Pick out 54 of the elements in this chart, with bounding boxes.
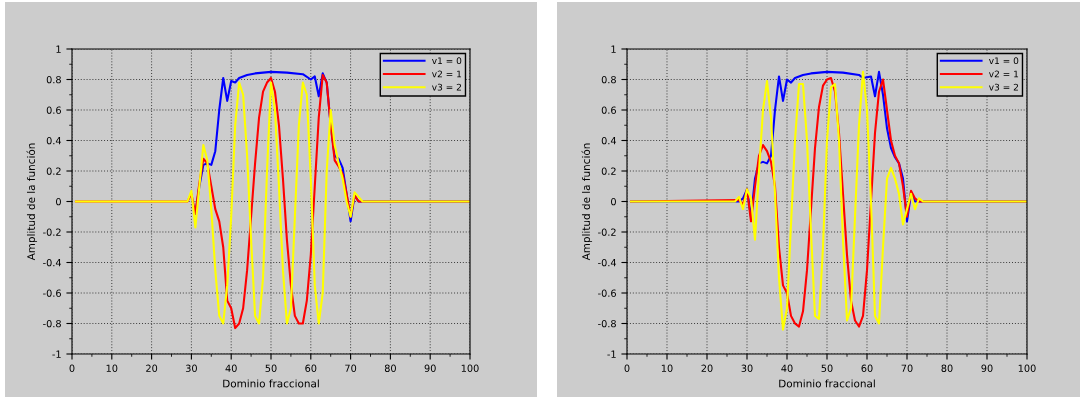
x-tick-label: 10 bbox=[661, 364, 673, 372]
x-tick-label: 0 bbox=[69, 364, 75, 372]
legend-label: v2 = 1 bbox=[432, 70, 462, 78]
x-tick-label: 30 bbox=[741, 364, 753, 372]
x-tick-label: 90 bbox=[424, 364, 436, 372]
x-tick-label: 20 bbox=[146, 364, 158, 372]
x-tick-label: 40 bbox=[781, 364, 793, 372]
y-tick-label: 0.4 bbox=[601, 136, 617, 145]
y-tick-label: -0.6 bbox=[43, 289, 61, 297]
y-tick-label: -0.2 bbox=[598, 228, 616, 236]
x-tick-label: 30 bbox=[185, 364, 197, 372]
y-tick-label: 0.6 bbox=[601, 106, 616, 114]
y-tick-label: 0.2 bbox=[46, 167, 61, 175]
legend-label: v3 = 2 bbox=[432, 83, 461, 91]
x-tick-label: 20 bbox=[701, 364, 713, 372]
y-tick-label: 0.8 bbox=[601, 75, 616, 84]
legend-label: v3 = 2 bbox=[989, 83, 1018, 91]
x-axis-title: Dominio fraccional bbox=[223, 379, 319, 388]
y-tick-label: -1 bbox=[607, 350, 616, 358]
y-tick-label: -0.4 bbox=[598, 258, 617, 267]
y-tick-label: -0.8 bbox=[43, 319, 61, 328]
y-axis-title: Amplitud de la función bbox=[581, 143, 593, 261]
legend-label: v1 = 0 bbox=[989, 57, 1019, 65]
x-tick-label: 60 bbox=[305, 364, 317, 372]
x-tick-label: 0 bbox=[624, 364, 630, 372]
x-tick-label: 40 bbox=[225, 364, 237, 372]
y-tick-label: 0 bbox=[56, 197, 61, 206]
x-tick-label: 80 bbox=[384, 364, 396, 372]
y-tick-label: -1 bbox=[52, 350, 61, 358]
y-tick-label: -0.4 bbox=[43, 258, 62, 267]
x-tick-label: 80 bbox=[941, 364, 953, 372]
legend-label: v1 = 0 bbox=[432, 57, 462, 65]
x-tick-label: 50 bbox=[265, 364, 277, 372]
x-tick-label: 100 bbox=[461, 364, 479, 372]
y-tick-label: 0.4 bbox=[46, 136, 62, 145]
x-tick-label: 100 bbox=[1018, 364, 1036, 372]
x-tick-label: 70 bbox=[901, 364, 913, 372]
y-tick-label: -0.6 bbox=[598, 289, 616, 297]
y-tick-label: -0.8 bbox=[598, 319, 616, 328]
x-axis-title: Dominio fraccional bbox=[779, 379, 875, 388]
x-tick-label: 10 bbox=[106, 364, 118, 372]
y-tick-label: 0.2 bbox=[601, 167, 616, 175]
x-tick-label: 60 bbox=[861, 364, 873, 372]
y-tick-label: 0.6 bbox=[46, 106, 61, 114]
y-tick-label: 1 bbox=[611, 45, 616, 53]
y-tick-label: 1 bbox=[56, 45, 61, 53]
y-tick-label: 0 bbox=[611, 197, 616, 206]
y-tick-label: 0.8 bbox=[46, 75, 61, 84]
legend-label: v2 = 1 bbox=[989, 70, 1019, 78]
x-tick-label: 50 bbox=[821, 364, 833, 372]
y-tick-label: -0.2 bbox=[43, 228, 61, 236]
x-tick-label: 90 bbox=[981, 364, 993, 372]
y-axis-title: Amplitud de la función bbox=[26, 143, 38, 261]
x-tick-label: 70 bbox=[345, 364, 357, 372]
